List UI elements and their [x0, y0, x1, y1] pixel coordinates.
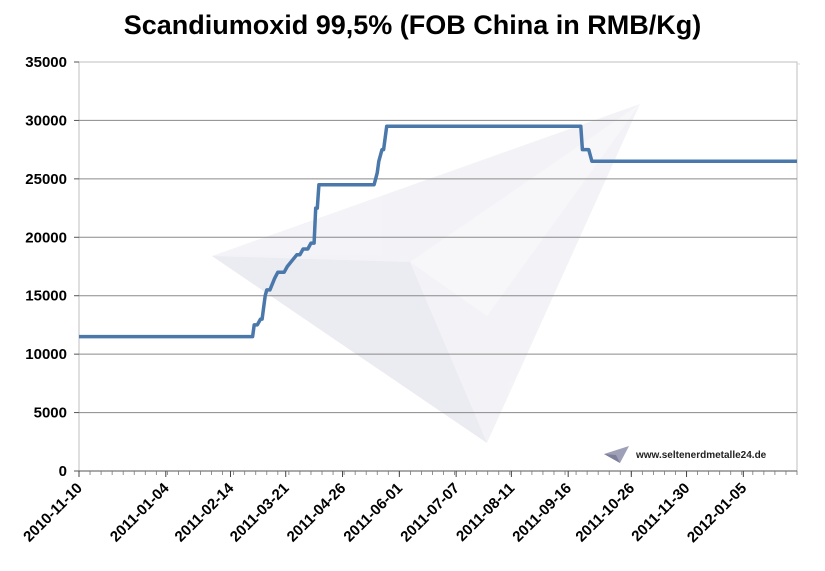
watermark-label: www.seltenerdmetalle24.de	[604, 446, 767, 463]
y-axis: 0 5000 10000 15000 20000 25000 30000 35000	[25, 54, 79, 480]
gridlines	[79, 119, 797, 414]
y-tick-label: 30000	[25, 112, 67, 129]
x-tick-label: 2011-09-16	[509, 480, 575, 546]
x-tick-label: 2010-11-10	[20, 480, 86, 546]
x-tick-label: 2011-08-11	[453, 480, 518, 545]
series-line	[79, 124, 797, 339]
y-tick-label: 25000	[25, 171, 67, 188]
arrow-logo-icon	[604, 446, 629, 463]
y-tick-label: 5000	[34, 405, 67, 422]
x-tick-label: 2011-04-26	[284, 480, 350, 546]
x-tick-label: 2012-01-05	[684, 480, 750, 546]
x-tick-label: 2011-06-01	[340, 480, 406, 546]
y-tick-label: 15000	[25, 288, 67, 305]
x-tick-label: 2011-07-07	[397, 480, 463, 546]
x-tick-label: 2011-03-21	[227, 480, 293, 546]
y-tick-label: 35000	[25, 54, 67, 71]
watermark-logo	[212, 104, 640, 443]
chart-title: Scandiumoxid 99,5% (FOB China in RMB/Kg)	[123, 10, 702, 40]
x-tick-label: 2011-10-26	[572, 480, 638, 546]
x-axis: 2010-11-10 2011-01-04 2011-02-142011-03-21…	[20, 470, 798, 546]
y-tick-label: 20000	[25, 229, 67, 246]
watermark-text: www.seltenerdmetalle24.de	[635, 450, 767, 461]
y-tick-label: 10000	[25, 346, 67, 363]
y-tick-label: 0	[59, 463, 67, 480]
series-layer	[79, 124, 797, 339]
x-tick-label: 2011-01-04	[107, 479, 173, 545]
